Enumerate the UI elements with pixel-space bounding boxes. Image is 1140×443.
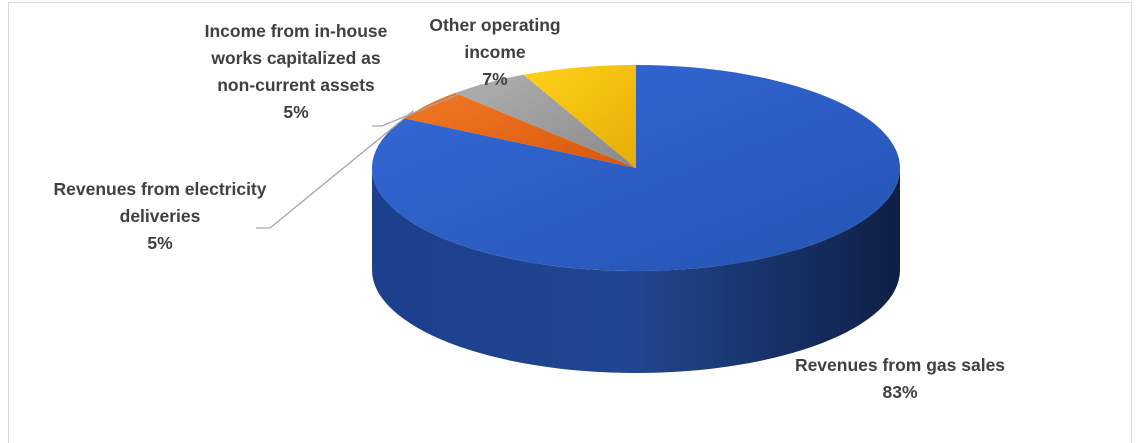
leader-line-electricity — [256, 110, 414, 229]
slice-electricity — [404, 92, 636, 168]
label-in-house-works: Income from in-house works capitalized a… — [204, 21, 388, 122]
leader-line-in-house-works — [372, 84, 482, 127]
slice-in-house-works — [455, 74, 636, 168]
label-other-operating-income: Other operating income 7% — [429, 15, 561, 89]
slice-gas-sales-side — [372, 168, 900, 373]
slice-other-operating — [523, 65, 636, 168]
label-electricity-deliveries: Revenues from electricity deliveries 5% — [53, 179, 267, 253]
label-gas-sales: Revenues from gas sales 83% — [794, 355, 1006, 402]
chart-frame — [8, 2, 1132, 443]
